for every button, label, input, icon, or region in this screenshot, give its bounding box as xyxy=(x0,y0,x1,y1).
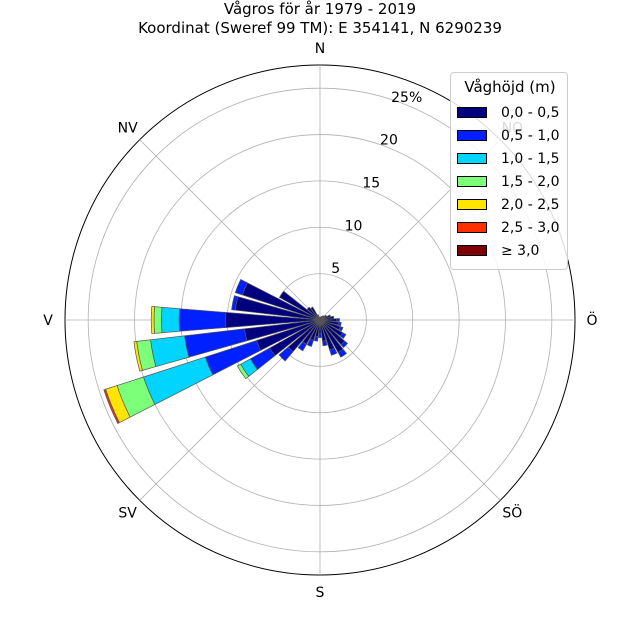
wedge-segment xyxy=(133,340,143,372)
legend-label: 2,5 - 3,0 xyxy=(501,220,560,236)
wedge-segment xyxy=(337,348,347,358)
wedge-segment xyxy=(278,346,294,362)
wedge-segment xyxy=(336,318,340,322)
wedge-segment xyxy=(319,314,332,321)
radial-gridline xyxy=(139,139,321,321)
wedge-segment xyxy=(279,290,321,321)
radial-tick-label: 5 xyxy=(331,261,340,277)
radial-tick-label: 15 xyxy=(362,175,380,191)
wedge-segment xyxy=(329,347,338,356)
legend-swatch xyxy=(457,222,487,233)
radial-tick-label: 10 xyxy=(345,218,363,234)
radial-gridline xyxy=(319,319,501,501)
wedge-segment xyxy=(339,332,347,339)
compass-label: S xyxy=(316,585,325,601)
compass-label: N xyxy=(315,41,325,57)
legend-swatch xyxy=(457,107,487,118)
wedge-segment xyxy=(231,295,239,311)
wedge-segment xyxy=(306,306,321,321)
wedge-segment xyxy=(318,333,322,338)
legend-label: ≥ 3,0 xyxy=(501,243,540,259)
legend-item: 0,5 - 1,0 xyxy=(457,127,565,145)
legend-swatch xyxy=(457,245,487,256)
ring-gridline xyxy=(134,134,506,506)
legend-item: 1,5 - 2,0 xyxy=(457,173,565,191)
radial-tick-labels: 5 10 15 20 25% xyxy=(331,90,422,277)
legend-label: 2,0 - 2,5 xyxy=(501,197,560,213)
legend-item: 2,5 - 3,0 xyxy=(457,219,565,237)
wedge-segment xyxy=(150,306,155,334)
legend-label: 0,5 - 1,0 xyxy=(501,128,560,144)
wedge-segment xyxy=(297,341,307,352)
wedge-segment xyxy=(313,335,319,342)
legend: Våghöjd (m) 0,0 - 0,5 0,5 - 1,0 1,0 - 1,… xyxy=(450,72,568,270)
legend-swatch xyxy=(457,130,487,141)
legend-item: 2,0 - 2,5 xyxy=(457,196,565,214)
legend-swatch xyxy=(457,153,487,164)
radial-tick-label: 25% xyxy=(391,90,422,106)
wedge-segment xyxy=(322,340,328,347)
chart-subtitle: Koordinat (Sweref 99 TM): E 354141, N 62… xyxy=(138,19,502,37)
compass-label: SV xyxy=(118,505,137,521)
legend-item: ≥ 3,0 xyxy=(457,242,565,260)
wedge-segment xyxy=(103,388,120,424)
legend-swatch xyxy=(457,176,487,187)
wedge-segment xyxy=(318,316,321,321)
wedge-segment xyxy=(234,278,248,296)
wedge-segment xyxy=(178,308,227,332)
legend-swatch xyxy=(457,199,487,210)
legend-label: 0,0 - 0,5 xyxy=(501,105,560,121)
wedge-segment xyxy=(150,335,190,368)
wedge-segment xyxy=(236,363,250,380)
legend-title: Våghöjd (m) xyxy=(464,78,556,96)
legend-item: 1,0 - 1,5 xyxy=(457,150,565,168)
wind-rose-bars xyxy=(103,278,349,424)
polar-grid xyxy=(64,64,576,576)
wedge-segment xyxy=(161,306,180,334)
radial-tick-label: 20 xyxy=(380,133,398,149)
legend-label: 1,5 - 2,0 xyxy=(501,174,560,190)
ring-gridline xyxy=(87,87,553,553)
compass-label: NV xyxy=(118,121,138,137)
compass-label: SÖ xyxy=(502,503,522,521)
wedge-segment xyxy=(338,326,344,332)
wedge-segment xyxy=(310,306,321,321)
wedge-segment xyxy=(306,338,314,347)
legend-item: 0,0 - 0,5 xyxy=(457,104,565,122)
compass-label: V xyxy=(43,313,53,329)
wedge-segment xyxy=(340,340,349,349)
wedge-segment xyxy=(319,315,335,321)
wedge-segment xyxy=(337,321,342,327)
wedge-segment xyxy=(153,306,163,334)
legend-label: 1,0 - 1,5 xyxy=(501,151,560,167)
compass-label: Ö xyxy=(586,311,597,329)
chart-title: Vågros för år 1979 - 2019 xyxy=(223,0,417,18)
